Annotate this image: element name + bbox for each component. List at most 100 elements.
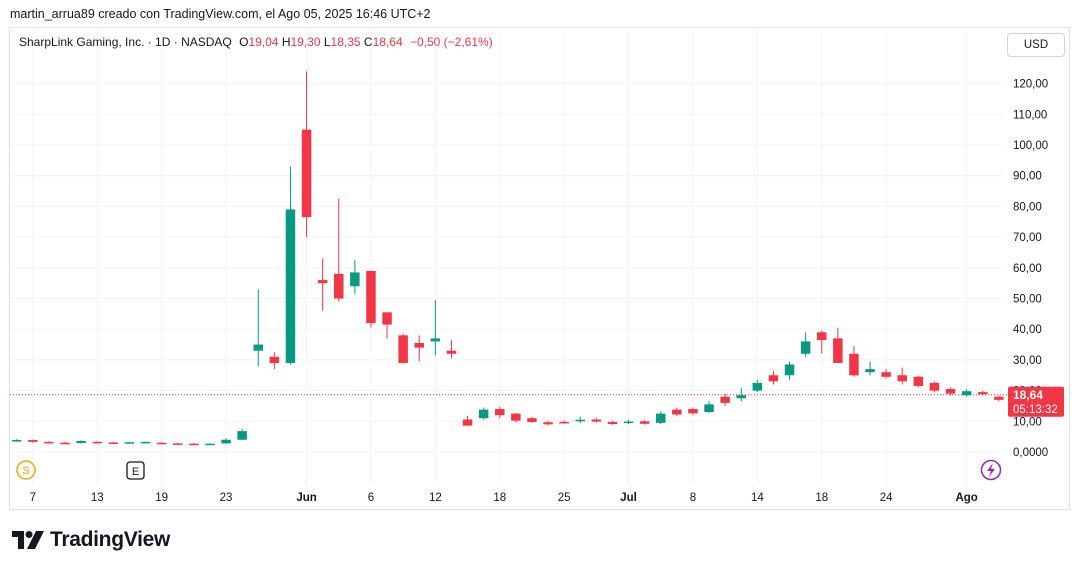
chart-credit: martin_arrua89 creado con TradingView.co…	[10, 7, 431, 21]
candle-body	[945, 389, 956, 394]
candle	[527, 416, 537, 423]
candle	[92, 441, 102, 444]
lightning-icon[interactable]	[980, 459, 1002, 481]
y-tick-label: 90,00	[1013, 171, 1042, 183]
candle-body	[639, 421, 650, 424]
earnings-marker-box[interactable]	[126, 461, 145, 480]
x-tick-label: 19	[155, 492, 168, 504]
symbol-name[interactable]: SharpLink Gaming, Inc. · 1D · NASDAQ	[19, 35, 232, 49]
candle	[317, 258, 328, 311]
candle	[672, 407, 682, 417]
candle-body	[720, 396, 730, 403]
y-tick-label: 60,00	[1013, 263, 1042, 275]
candle	[688, 407, 698, 416]
high-value: 19,30	[290, 35, 321, 49]
open-value: 19,04	[248, 35, 279, 49]
candle-body	[173, 443, 183, 445]
candle-body	[398, 335, 408, 363]
y-tick-label: 40,00	[1013, 324, 1042, 336]
earnings-marker[interactable]: E	[126, 461, 145, 480]
y-tick-label: 70,00	[1013, 232, 1042, 244]
candle-body	[495, 409, 505, 416]
price-tag-countdown: 05:13:32	[1013, 404, 1058, 416]
change-value: −0,50 (−2,61%)	[409, 35, 493, 49]
candle	[366, 270, 376, 328]
candle	[978, 390, 988, 396]
x-tick-label: 25	[558, 492, 571, 504]
close-value: 18,64	[372, 35, 403, 49]
high-label: H	[281, 35, 291, 49]
candle-body	[366, 270, 376, 324]
close-label: C	[363, 35, 373, 49]
candle	[398, 333, 408, 363]
candle	[334, 198, 344, 302]
candle	[140, 441, 151, 444]
candle-body	[527, 418, 537, 422]
candle	[639, 420, 650, 425]
y-tick-label: 50,00	[1013, 294, 1042, 306]
candle	[800, 332, 811, 357]
candle-body	[430, 338, 441, 342]
candle-body	[301, 129, 312, 218]
x-tick-label: 6	[368, 492, 374, 504]
x-tick-label: 18	[493, 492, 506, 504]
price-tag-price: 18,64	[1013, 388, 1043, 402]
candle-body	[817, 332, 827, 340]
brand-name: TradingView	[50, 528, 171, 551]
candle-body	[978, 392, 988, 395]
tradingview-logo[interactable]: TradingView	[12, 528, 170, 552]
candle-body	[897, 375, 907, 382]
candle-body	[672, 409, 682, 415]
candle-body	[12, 440, 22, 442]
time-axis: 7 13 19 23 Jun 6 12 18 25 Jul 8 14 18 24 Ago	[30, 492, 978, 504]
currency-button[interactable]: USD	[1007, 33, 1065, 57]
candle-body	[929, 382, 940, 391]
candle	[833, 327, 843, 363]
candle-body	[800, 341, 811, 354]
candle	[929, 381, 940, 393]
candle	[913, 375, 924, 388]
x-tick-label: 13	[91, 492, 104, 504]
candle	[124, 441, 135, 444]
candle-body	[752, 382, 763, 391]
candle-body	[221, 439, 231, 444]
candle-body	[575, 419, 585, 422]
candle	[736, 387, 746, 402]
candle	[865, 361, 875, 376]
split-marker[interactable]: S	[16, 460, 36, 480]
candle-body	[414, 343, 424, 348]
candle	[156, 442, 167, 445]
open-label: O	[239, 35, 249, 49]
candle-body	[784, 364, 795, 376]
candle	[784, 361, 795, 380]
chart-frame	[9, 27, 1070, 510]
candle	[768, 370, 779, 385]
grid-lines	[10, 30, 1002, 485]
candle	[559, 420, 569, 424]
candle-body	[478, 409, 489, 419]
candle-body	[108, 442, 119, 444]
price-tag: 18,64 05:13:32	[1008, 386, 1064, 417]
low-value: 18,35	[330, 35, 361, 49]
candle	[108, 441, 119, 444]
candle	[575, 416, 585, 423]
x-tick-label: Ago	[955, 492, 977, 504]
candle-body	[607, 421, 618, 425]
candle-body	[189, 443, 199, 446]
symbol-legend: SharpLink Gaming, Inc. · 1D · NASDAQ O19…	[19, 35, 493, 49]
candle-body	[382, 312, 392, 325]
candle	[994, 395, 1004, 402]
candle-body	[559, 421, 569, 424]
candle	[301, 71, 312, 238]
candle-body	[688, 409, 698, 414]
candle-body	[768, 375, 779, 382]
candle-body	[237, 431, 247, 440]
split-marker-circle[interactable]	[16, 460, 36, 480]
candle	[752, 379, 763, 393]
candle	[849, 346, 859, 377]
candle	[656, 411, 666, 425]
candle	[720, 393, 730, 406]
x-tick-label: 7	[30, 492, 36, 504]
candle-body	[961, 391, 972, 396]
